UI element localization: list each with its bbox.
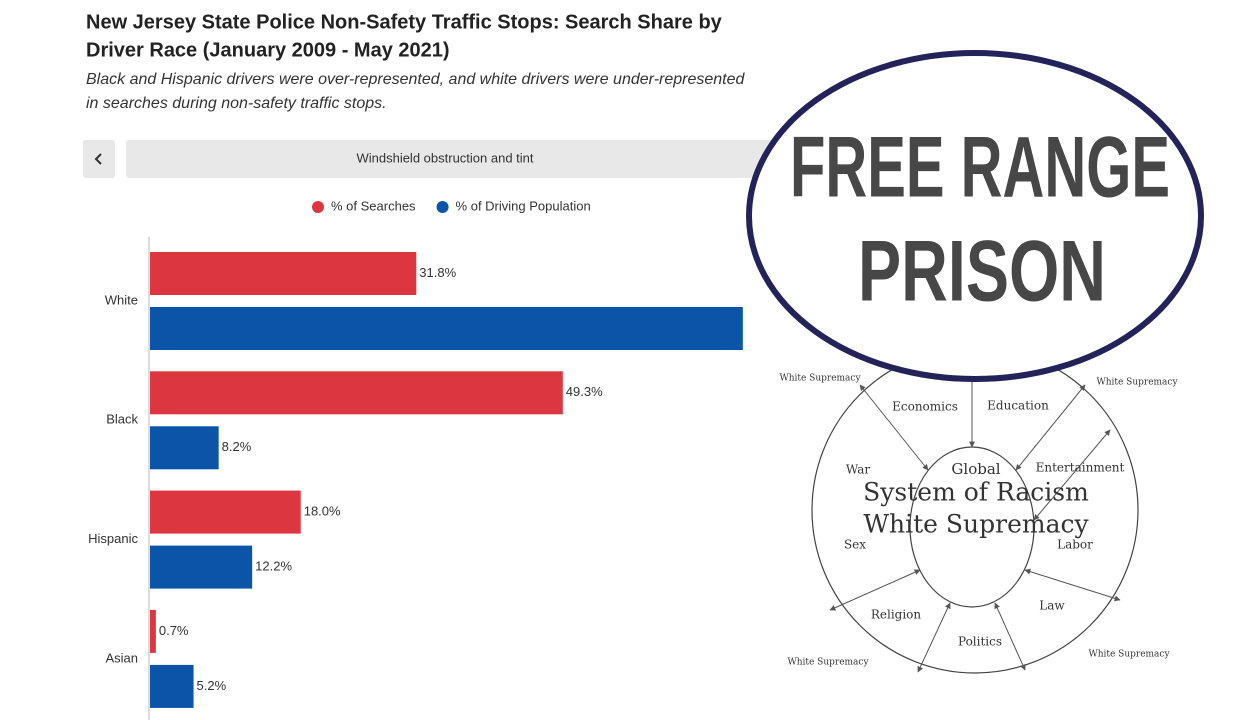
y-tick-label: Hispanic [88,531,138,546]
center-title: White Supremacy [863,510,1089,539]
value-label: 18.0% [304,504,341,519]
spokes [829,347,1121,673]
diagram: Economics Education Entertainment Labor … [779,346,1178,674]
value-label: 49.3% [566,384,603,399]
value-label: 8.2% [222,439,252,454]
bar [150,371,563,415]
bar [150,490,301,534]
value-label: 12.2% [255,559,292,574]
filter-label: Windshield obstruction and tint [356,150,533,165]
bar [150,609,156,653]
badge-text: FREE RANGE [790,120,1170,216]
segment-label: Labor [1057,538,1093,552]
prev-icon [94,153,102,165]
value-label: 0.7% [159,623,189,638]
corner-label: White Supremacy [779,374,861,384]
y-tick-label: White [105,292,138,307]
badge-ellipse [746,50,1204,382]
legend-label: % of Searches [331,198,416,213]
chart: New Jersey State Police Non-Safety Traff… [83,11,790,720]
y-tick-label: Asian [105,650,138,665]
segment-label: Sex [844,538,866,552]
segment-label: Law [1039,599,1065,613]
badge: FREE RANGE PRISON [746,50,1204,382]
segment-label: Entertainment [1036,461,1125,475]
corner-label: White Supremacy [1088,650,1170,660]
center-title: System of Racism [863,478,1089,507]
corner-label: White Supremacy [1096,378,1178,388]
segment-label: Education [987,399,1049,413]
value-label: 5.2% [197,678,227,693]
bar [150,426,219,470]
segment-label: Economics [892,400,958,414]
filter-dropdown[interactable] [126,140,790,178]
corner-label: White Supremacy [787,658,869,668]
bar [150,664,194,708]
bar [150,252,417,295]
legend-swatch [436,201,449,213]
legend-label: % of Driving Population [456,198,591,213]
prev-button[interactable] [83,140,115,178]
chart-subtitle: in searches during non-safety traffic st… [86,95,387,112]
y-tick-label: Black [106,412,138,427]
bar [150,545,253,589]
chart-subtitle: Black and Hispanic drivers were over-rep… [86,71,746,88]
segment-label: Religion [871,608,922,622]
chart-title: New Jersey State Police Non-Safety Traff… [86,11,723,33]
bar [150,307,743,350]
segment-label: War [846,463,870,477]
segment-label: Politics [958,635,1002,649]
center-label: Global [951,460,1000,478]
value-label: 31.8% [419,265,456,280]
chart-title: Driver Race (January 2009 - May 2021) [86,39,450,61]
badge-text: PRISON [858,224,1106,320]
legend-swatch [312,201,324,213]
